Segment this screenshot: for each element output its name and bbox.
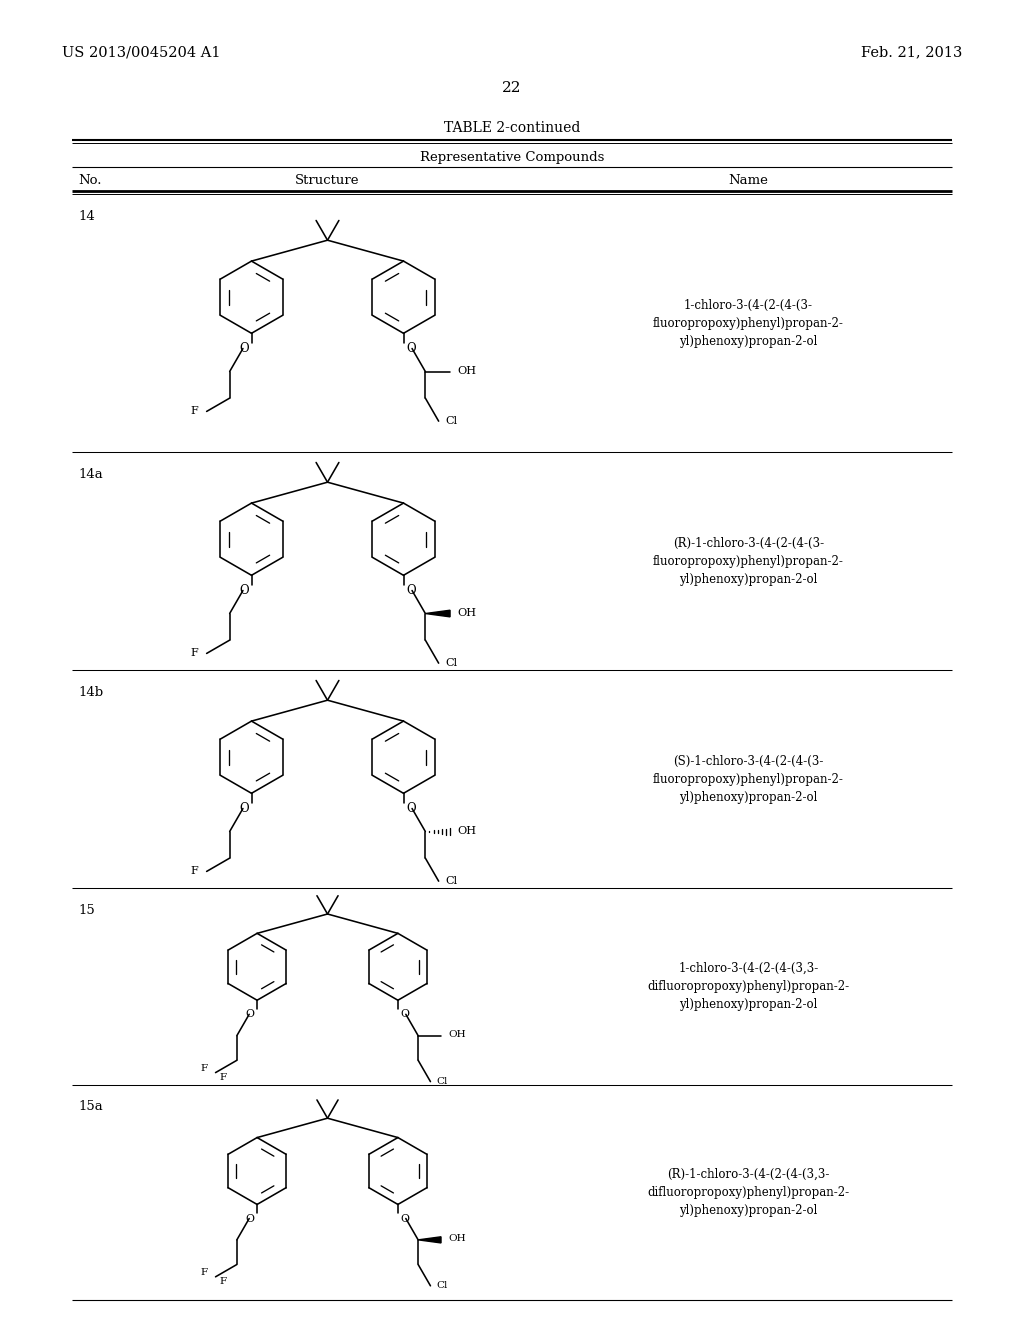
- Text: OH: OH: [458, 366, 476, 376]
- Text: O: O: [407, 342, 416, 355]
- Text: O: O: [246, 1213, 255, 1224]
- Text: Feb. 21, 2013: Feb. 21, 2013: [860, 45, 962, 59]
- Text: (R)-1-chloro-3-(4-(2-(4-(3-
fluoropropoxy)phenyl)propan-2-
yl)phenoxy)propan-2-o: (R)-1-chloro-3-(4-(2-(4-(3- fluoropropox…: [653, 536, 844, 586]
- Text: 1-chloro-3-(4-(2-(4-(3,3-
difluoropropoxy)phenyl)propan-2-
yl)phenoxy)propan-2-o: 1-chloro-3-(4-(2-(4-(3,3- difluoropropox…: [647, 962, 850, 1011]
- Text: F: F: [220, 1276, 227, 1286]
- Polygon shape: [418, 1237, 441, 1243]
- Text: 22: 22: [502, 81, 522, 95]
- Text: O: O: [239, 342, 249, 355]
- Text: (S)-1-chloro-3-(4-(2-(4-(3-
fluoropropoxy)phenyl)propan-2-
yl)phenoxy)propan-2-o: (S)-1-chloro-3-(4-(2-(4-(3- fluoropropox…: [653, 755, 844, 804]
- Text: 15: 15: [78, 903, 95, 916]
- Text: Structure: Structure: [295, 173, 359, 186]
- Text: 14: 14: [78, 210, 95, 223]
- Text: TABLE 2-continued: TABLE 2-continued: [443, 121, 581, 135]
- Text: F: F: [220, 1073, 227, 1081]
- Text: O: O: [407, 583, 416, 597]
- Text: O: O: [239, 583, 249, 597]
- Text: O: O: [246, 1010, 255, 1019]
- Text: Representative Compounds: Representative Compounds: [420, 150, 604, 164]
- Text: (R)-1-chloro-3-(4-(2-(4-(3,3-
difluoropropoxy)phenyl)propan-2-
yl)phenoxy)propan: (R)-1-chloro-3-(4-(2-(4-(3,3- difluoropr…: [647, 1168, 850, 1217]
- Text: Cl: Cl: [445, 876, 458, 886]
- Text: O: O: [400, 1213, 410, 1224]
- Text: OH: OH: [449, 1234, 466, 1243]
- Text: F: F: [190, 866, 198, 876]
- Polygon shape: [425, 610, 451, 616]
- Text: OH: OH: [458, 607, 476, 618]
- Text: F: F: [201, 1064, 208, 1073]
- Text: O: O: [239, 803, 249, 814]
- Text: Name: Name: [728, 173, 768, 186]
- Text: OH: OH: [458, 825, 476, 836]
- Text: OH: OH: [449, 1031, 466, 1039]
- Text: F: F: [190, 648, 198, 659]
- Text: O: O: [400, 1010, 410, 1019]
- Text: 15a: 15a: [78, 1101, 102, 1114]
- Text: Cl: Cl: [436, 1077, 447, 1086]
- Text: 1-chloro-3-(4-(2-(4-(3-
fluoropropoxy)phenyl)propan-2-
yl)phenoxy)propan-2-ol: 1-chloro-3-(4-(2-(4-(3- fluoropropoxy)ph…: [653, 298, 844, 347]
- Text: US 2013/0045204 A1: US 2013/0045204 A1: [62, 45, 220, 59]
- Text: Cl: Cl: [445, 659, 458, 668]
- Text: O: O: [407, 803, 416, 814]
- Text: Cl: Cl: [445, 416, 458, 426]
- Text: No.: No.: [78, 173, 101, 186]
- Text: 14b: 14b: [78, 685, 103, 698]
- Text: Cl: Cl: [436, 1282, 447, 1291]
- Text: F: F: [201, 1269, 208, 1276]
- Text: 14a: 14a: [78, 467, 102, 480]
- Text: F: F: [190, 407, 198, 416]
